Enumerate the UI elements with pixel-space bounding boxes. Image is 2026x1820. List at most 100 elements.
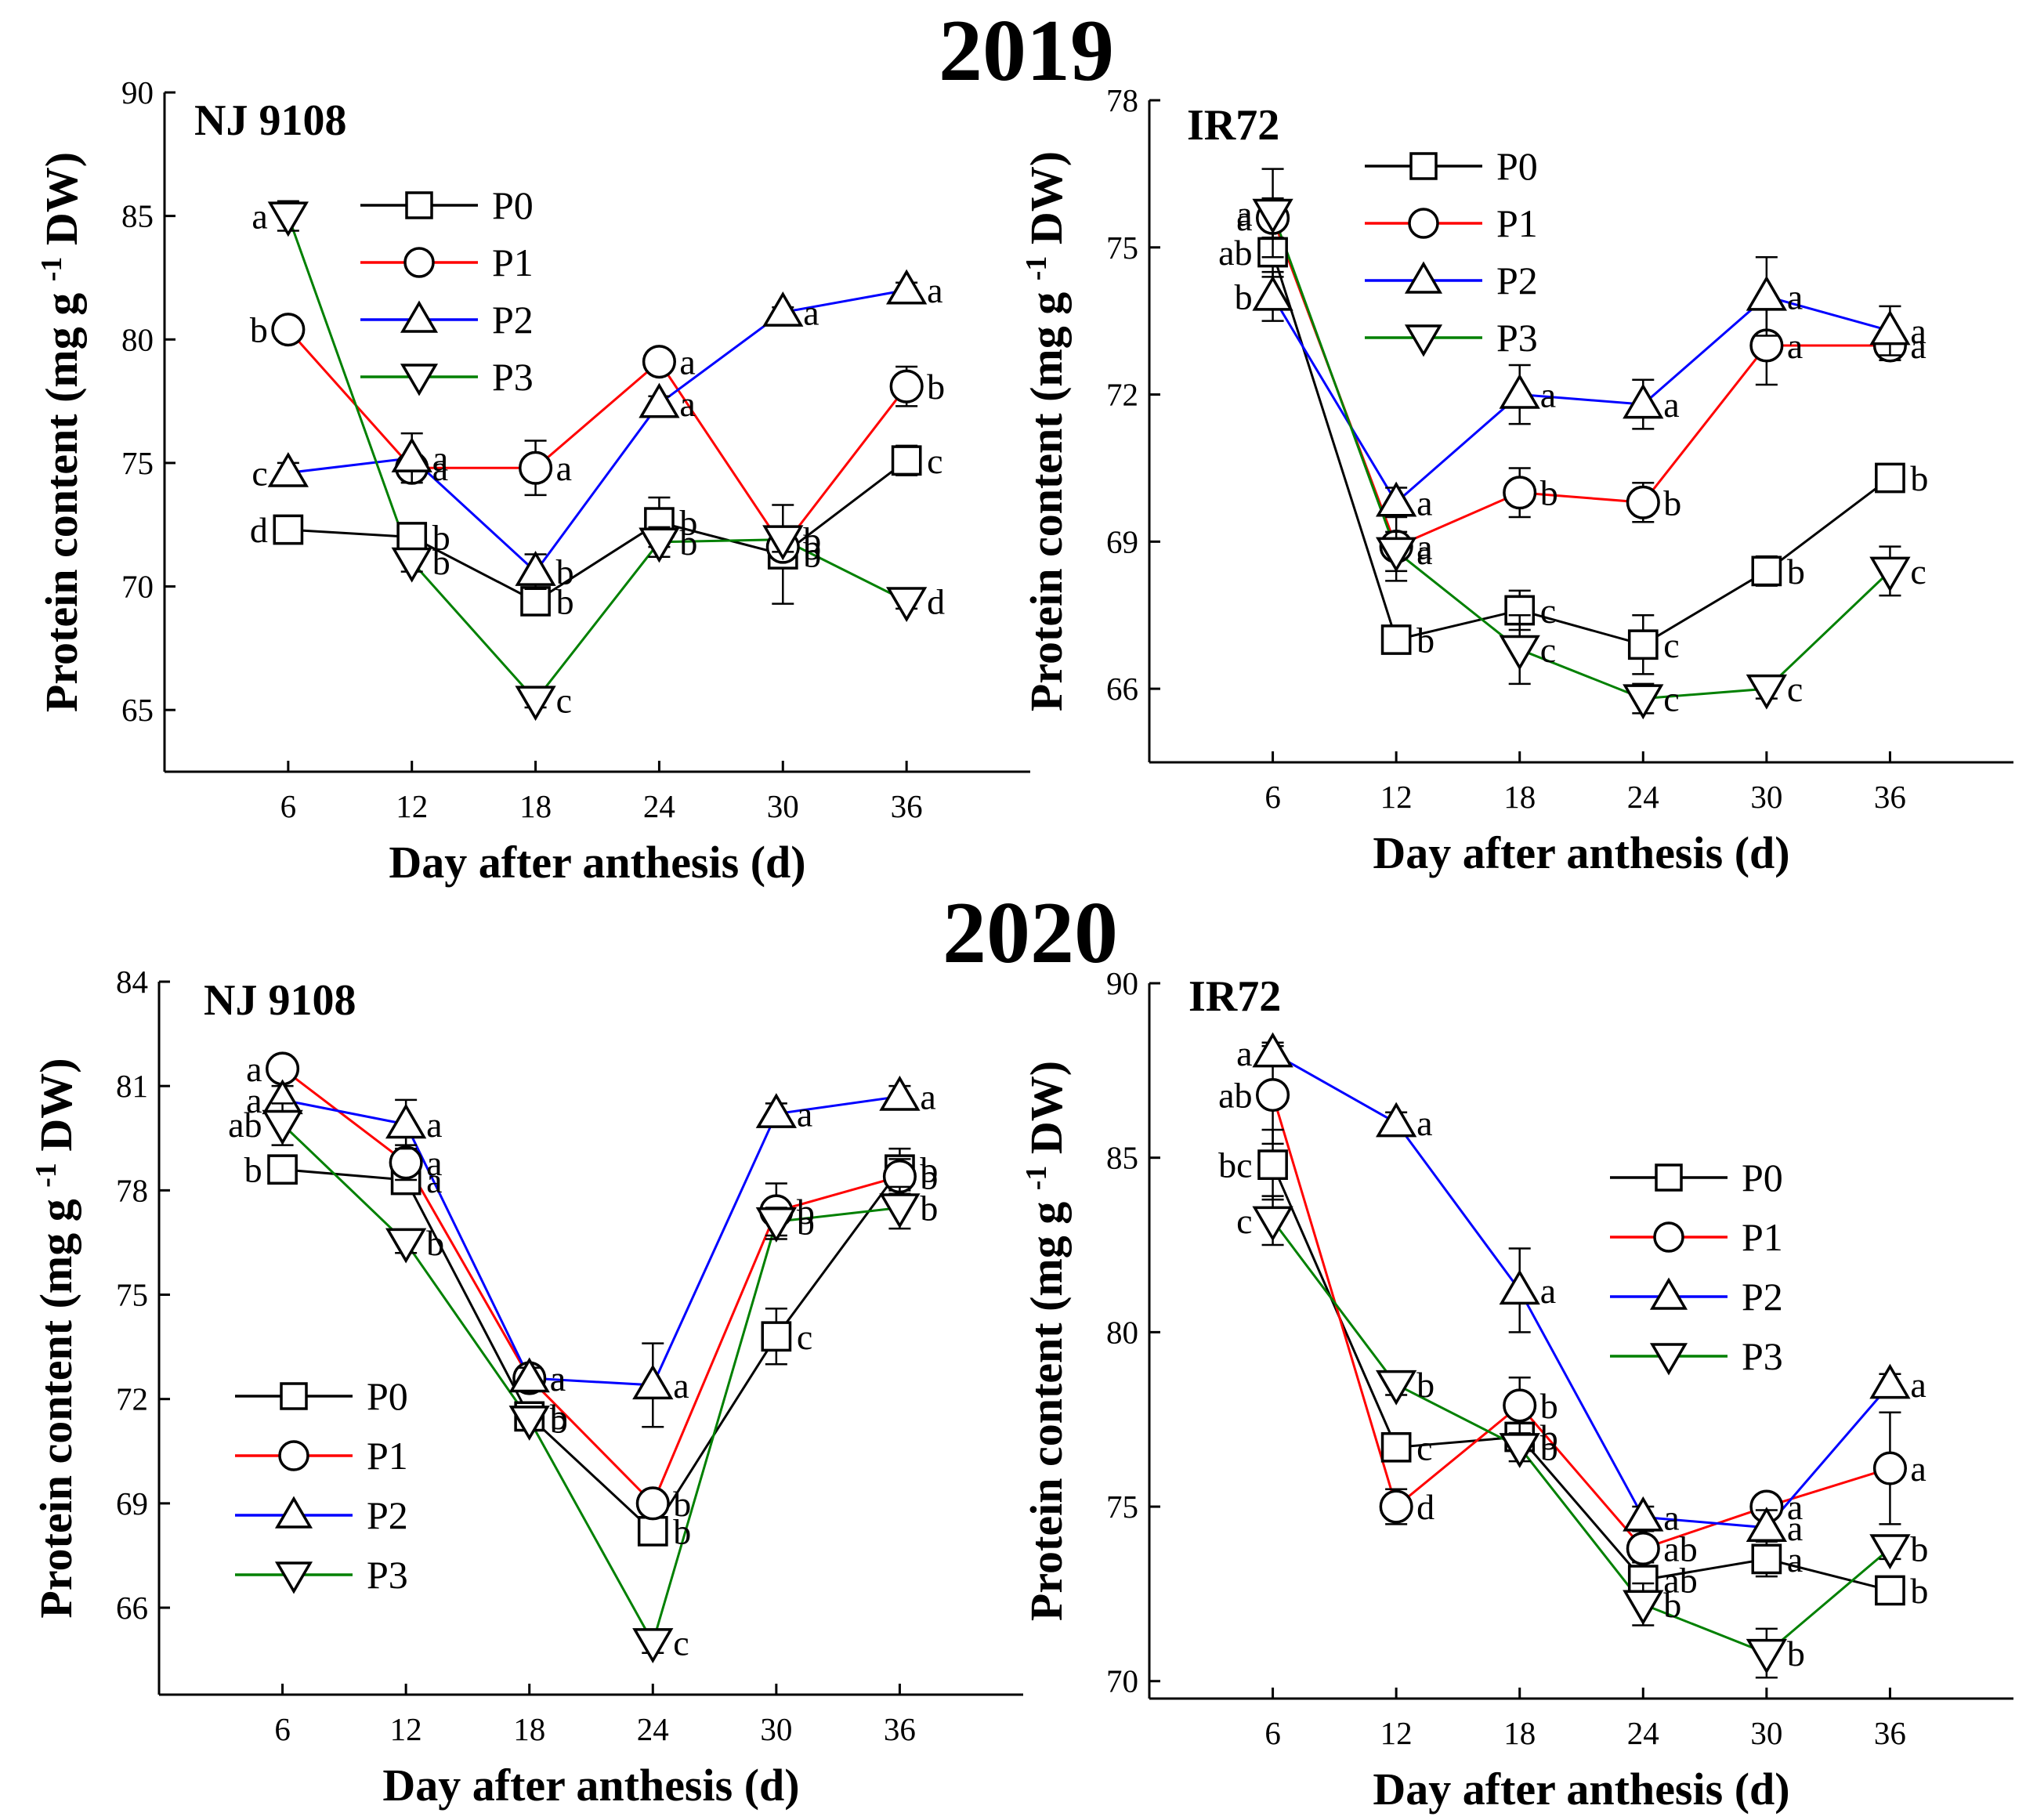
significance-letter: b [426, 1223, 444, 1263]
data-point-p3 [1869, 556, 1911, 592]
x-tick-label: 6 [274, 1711, 291, 1747]
data-point-p2 [1499, 373, 1540, 409]
significance-letter: b [797, 1202, 815, 1242]
y-tick-label: 72 [1106, 377, 1138, 413]
panel-title: IR72 [1187, 101, 1279, 150]
x-axis-label: Day after anthesis (d) [1373, 1764, 1789, 1815]
significance-letter: a [679, 342, 695, 382]
significance-letter: a [927, 270, 942, 310]
data-point-p3 [1252, 198, 1293, 234]
x-tick-label: 6 [1264, 779, 1281, 815]
series-line-p3 [287, 215, 907, 702]
x-tick-label: 36 [1874, 779, 1906, 815]
y-axis-label-tail: DW) [1021, 1061, 1072, 1166]
significance-letter: b [1787, 552, 1805, 592]
panel-title: IR72 [1188, 972, 1281, 1021]
significance-letter: c [1236, 1201, 1252, 1241]
legend-marker-p1 [1408, 208, 1439, 239]
legend-label-p0: P0 [492, 183, 534, 227]
y-tick-label: 72 [116, 1381, 148, 1417]
data-point-p1 [1379, 1489, 1413, 1524]
data-point-p3 [262, 1109, 303, 1145]
significance-letter: b [1910, 458, 1928, 498]
data-point-p1 [271, 313, 306, 347]
series-line-p2 [1272, 1051, 1891, 1529]
significance-letter: b [250, 310, 268, 350]
significance-letter: a [1236, 1033, 1252, 1073]
chart-panel-2019-nj9108: 65 70 75 80 85 90 6 12 18 24 30 36 Day after anthesi… [35, 74, 1030, 888]
year-title-2020: 2020 [942, 885, 1118, 982]
significance-letter: a [1910, 311, 1926, 351]
x-tick-label: 6 [1264, 1715, 1281, 1751]
data-point-p3 [762, 525, 804, 561]
y-tick-label: 70 [1106, 1663, 1138, 1699]
significance-letter: b [673, 1484, 691, 1524]
data-point-p2 [391, 437, 432, 472]
series-line-p2 [288, 288, 907, 573]
y-tick-label: 75 [116, 1277, 148, 1313]
data-point-p2 [1375, 481, 1417, 517]
data-point-p0 [1751, 1543, 1782, 1575]
y-tick-label: 90 [1106, 965, 1138, 1001]
data-point-p0 [267, 1154, 298, 1185]
y-tick-label: 75 [121, 445, 154, 481]
significance-letter: a [550, 1359, 566, 1398]
significance-letter: a [550, 1359, 566, 1398]
significance-letter: a [1540, 375, 1556, 415]
data-point-p1 [1503, 1388, 1537, 1423]
significance-letter: a [1787, 277, 1803, 317]
y-tick-label: 84 [116, 964, 148, 1000]
chart-panel-2020-nj9108: 66 69 72 75 78 81 84 6 12 18 24 30 36 Day after anthe… [30, 964, 1023, 1811]
significance-letter: c [927, 441, 942, 481]
significance-letter: a [1663, 1497, 1679, 1537]
x-tick-label: 18 [519, 788, 552, 824]
significance-letter: ab [1218, 233, 1252, 273]
significance-letter: a [1416, 532, 1432, 572]
y-tick-label: 66 [1106, 671, 1138, 707]
data-point-p3 [508, 1406, 550, 1441]
significance-letter: a [920, 1076, 935, 1116]
significance-letter: a [426, 1160, 442, 1200]
chart-panel-2020-ir72: 70 75 80 85 90 6 12 18 24 30 36 Day after anthesis … [1020, 965, 2013, 1815]
data-point-p2 [508, 1357, 550, 1393]
significance-letter: a [1416, 1103, 1432, 1143]
y-tick-label: 78 [116, 1172, 148, 1208]
significance-letter: a [1236, 194, 1252, 233]
significance-letter: b [679, 503, 697, 543]
legend-label-p2: P2 [1742, 1275, 1783, 1319]
significance-letter: b [1540, 1417, 1558, 1457]
data-point-p0 [1257, 1149, 1288, 1180]
data-point-p1 [1503, 476, 1537, 510]
y-axis-label-superscript: -1 [35, 257, 68, 282]
data-point-p3 [885, 587, 928, 623]
data-point-p0 [396, 522, 428, 552]
significance-letter: b [1540, 1427, 1558, 1467]
significance-letter: c [797, 1317, 812, 1357]
data-point-p3 [1623, 684, 1664, 720]
significance-letter: c [1540, 591, 1556, 631]
significance-letter: a [1416, 527, 1432, 567]
significance-letter: a [432, 439, 448, 479]
y-tick-label: 81 [116, 1068, 148, 1104]
significance-letter: b [556, 552, 574, 592]
significance-letter: bc [1218, 1145, 1252, 1185]
significance-letter: b [803, 520, 821, 560]
significance-letter: c [1787, 669, 1803, 709]
data-point-p0 [1380, 624, 1412, 655]
legend: P0 P1 P2 P3 [1610, 1156, 1783, 1378]
legend-marker-p2 [274, 1496, 313, 1529]
significance-letter: a [1236, 198, 1252, 238]
x-tick-label: 18 [513, 1711, 545, 1747]
data-point-p1 [1872, 1451, 1907, 1485]
significance-letter: a [1910, 326, 1926, 366]
y-tick-label: 70 [121, 569, 154, 605]
y-tick-label: 90 [121, 74, 154, 110]
significance-letter: c [556, 681, 572, 721]
data-point-p3 [515, 686, 556, 722]
significance-letter: c [251, 454, 267, 494]
significance-letter: b [1540, 473, 1558, 513]
data-point-p3 [1869, 1534, 1911, 1570]
significance-letter: b [673, 1511, 691, 1551]
data-point-p2 [1252, 275, 1293, 311]
